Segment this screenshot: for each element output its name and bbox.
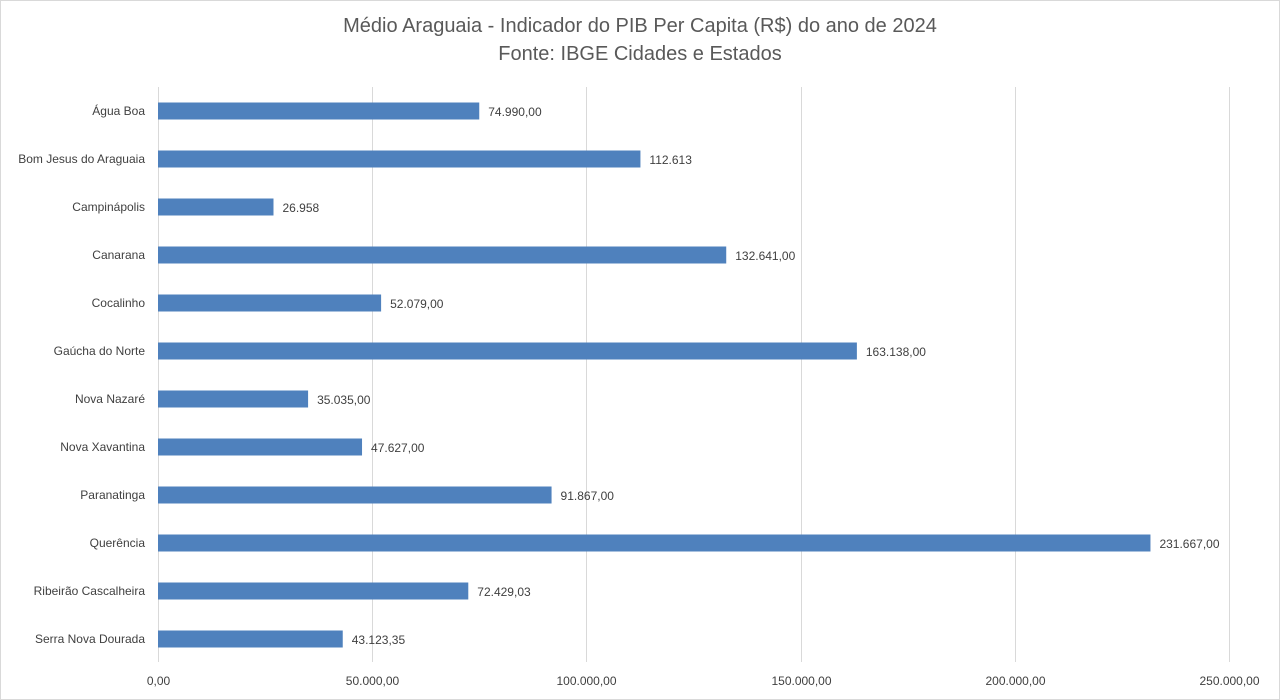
bar xyxy=(158,582,469,600)
chart-title-block: Médio Araguaia - Indicador do PIB Per Ca… xyxy=(0,12,1280,68)
category-label: Água Boa xyxy=(92,103,145,118)
bar xyxy=(158,102,480,120)
x-tick-label: 50.000,00 xyxy=(346,674,400,688)
bar xyxy=(158,198,274,216)
bars xyxy=(158,102,1151,648)
bar xyxy=(158,342,857,360)
gridlines xyxy=(158,87,1230,662)
data-label: 112.613 xyxy=(649,153,692,167)
category-label: Nova Nazaré xyxy=(75,392,145,406)
data-label: 163.138,00 xyxy=(866,345,926,359)
data-label: 26.958 xyxy=(282,201,319,215)
data-label: 47.627,00 xyxy=(371,441,425,455)
x-tick-label: 150.000,00 xyxy=(771,674,831,688)
x-tick-label: 200.000,00 xyxy=(985,674,1045,688)
bar xyxy=(158,150,641,168)
bar xyxy=(158,246,727,264)
x-tick-label: 100.000,00 xyxy=(556,674,616,688)
data-label: 35.035,00 xyxy=(317,393,371,407)
data-label: 72.429,03 xyxy=(477,585,531,599)
category-labels: Água Boa Bom Jesus do Araguaia Campinápoli… xyxy=(18,103,145,646)
x-tick-label: 0,00 xyxy=(147,674,171,688)
data-label: 74.990,00 xyxy=(488,105,542,119)
category-label: Paranatinga xyxy=(80,488,145,502)
category-label: Ribeirão Cascalheira xyxy=(34,584,146,598)
bar xyxy=(158,630,343,648)
category-label: Canarana xyxy=(92,248,145,262)
bar xyxy=(158,438,363,456)
category-label: Bom Jesus do Araguaia xyxy=(18,152,145,166)
x-tick-label: 250.000,00 xyxy=(1199,674,1259,688)
data-label: 91.867,00 xyxy=(561,489,615,503)
data-label: 43.123,35 xyxy=(352,633,406,647)
category-label: Nova Xavantina xyxy=(60,440,145,454)
category-label: Gaúcha do Norte xyxy=(54,344,146,358)
category-label: Querência xyxy=(90,536,146,550)
category-label: Cocalinho xyxy=(92,296,146,310)
data-label: 132.641,00 xyxy=(735,249,795,263)
bar xyxy=(158,294,382,312)
bar xyxy=(158,486,552,504)
data-labels: 74.990,00 112.613 26.958 132.641,00 52.079,0… xyxy=(282,105,1219,647)
chart-subtitle: Fonte: IBGE Cidades e Estados xyxy=(498,43,782,65)
data-label: 231.667,00 xyxy=(1159,537,1219,551)
category-label: Serra Nova Dourada xyxy=(35,632,145,646)
x-axis-tick-labels: 0,00 50.000,00 100.000,00 150.000,00 200.000… xyxy=(147,674,1260,688)
bar xyxy=(158,534,1151,552)
chart-title: Médio Araguaia - Indicador do PIB Per Ca… xyxy=(343,15,937,37)
category-label: Campinápolis xyxy=(72,200,145,214)
bar xyxy=(158,390,309,408)
data-label: 52.079,00 xyxy=(390,297,444,311)
